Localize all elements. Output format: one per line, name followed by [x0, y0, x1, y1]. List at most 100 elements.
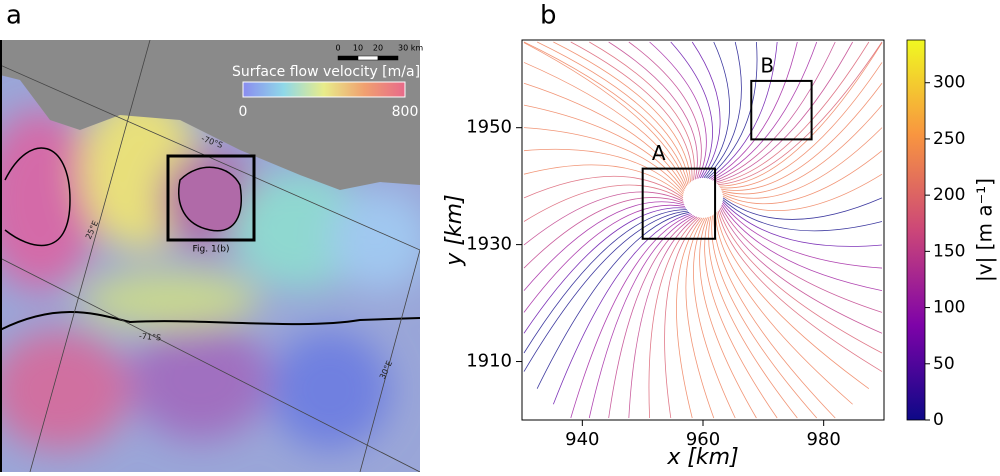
streamline [523, 210, 688, 372]
streamline [552, 213, 691, 405]
streamline [710, 41, 798, 180]
streamline [589, 41, 695, 181]
streamline [721, 202, 883, 269]
streamline [523, 184, 684, 222]
colorbar [242, 81, 406, 98]
streamline [523, 204, 686, 313]
scale-label: 0 [335, 44, 340, 53]
panel-label: b [540, 1, 557, 31]
streamline [708, 216, 798, 419]
scale-bar [357, 55, 379, 61]
streamline [523, 148, 684, 195]
graticule-label: -71°S [139, 332, 162, 343]
streamline [588, 215, 694, 419]
region-label: A [652, 141, 666, 165]
streamline [685, 217, 715, 419]
colorbar [906, 39, 926, 421]
panel-label: a [6, 1, 22, 31]
scale-bar [377, 55, 399, 61]
streamline [720, 62, 883, 189]
streamline [523, 209, 687, 354]
colorbar-tick-label: 50 [933, 354, 955, 374]
inset-label: Fig. 1(b) [193, 245, 230, 255]
scale-label: 30 km [398, 44, 423, 53]
streamline [722, 197, 883, 220]
streamline [523, 82, 686, 190]
streamline [711, 215, 818, 419]
region-box [641, 167, 717, 240]
streamline [707, 41, 758, 179]
streamline [716, 41, 870, 184]
streamline [720, 206, 883, 313]
colorbar-tick-label: 250 [933, 129, 965, 149]
scale-label: 10 [353, 44, 363, 53]
frame [0, 40, 2, 472]
streamline [717, 210, 883, 372]
streamline [523, 104, 685, 192]
streamline [570, 214, 693, 419]
streamline [608, 41, 698, 180]
colorbar-label: |v| [m a⁻¹] [973, 178, 997, 282]
streamline [523, 191, 684, 246]
scale-label: 20 [373, 44, 383, 53]
y-tick-label: 1910 [466, 351, 512, 372]
streamline [523, 207, 686, 334]
x-axis-label: x [km] [666, 445, 738, 470]
streamline [721, 204, 883, 292]
streamline [712, 41, 818, 181]
streamline [691, 41, 721, 179]
scale-bar [337, 55, 359, 61]
streamline [553, 41, 691, 183]
x-tick-label: 960 [686, 429, 720, 450]
streamline [703, 41, 730, 179]
colorbar-tick-label: 0 [933, 410, 944, 430]
y-axis-label: y [km] [442, 194, 467, 266]
streamline [708, 41, 778, 180]
x-tick-label: 980 [806, 429, 840, 450]
streamline [722, 201, 883, 247]
map-image [0, 40, 420, 472]
streamline [608, 215, 696, 419]
streamline [715, 213, 853, 405]
streamline [523, 62, 687, 188]
streamline [716, 212, 870, 389]
streamlines [523, 41, 883, 419]
streamline [722, 199, 883, 232]
colorbar-tick-label: 0 [239, 104, 248, 120]
streamline [676, 217, 703, 419]
streamline [570, 41, 693, 182]
streamline [649, 41, 707, 179]
streamline [523, 164, 684, 197]
streamline [523, 197, 684, 269]
streamline [705, 41, 742, 179]
streamline [718, 41, 883, 186]
streamline [628, 41, 702, 179]
streamline [721, 104, 883, 195]
streamline [704, 216, 778, 419]
streamline [693, 217, 736, 419]
colorbar-tick-label: 300 [933, 73, 965, 93]
streamline [722, 173, 883, 211]
colorbar-tick-label: 200 [933, 185, 965, 205]
streamline [722, 150, 883, 205]
streamline [670, 41, 713, 179]
colorbar-tick-label: 100 [933, 298, 965, 318]
y-tick-label: 1930 [466, 234, 512, 255]
y-tick-label: 1950 [466, 117, 512, 138]
streamline [719, 42, 883, 187]
colorbar-tick-label: 800 [392, 104, 419, 120]
streamline [523, 175, 684, 199]
streamline [648, 217, 699, 419]
region-box [750, 79, 813, 141]
streamline [628, 216, 698, 419]
streamline [720, 83, 883, 191]
streamline [536, 41, 690, 184]
colorbar-tick-label: 150 [933, 241, 965, 261]
streamline [536, 211, 690, 389]
region-label: B [760, 53, 774, 77]
streamline [664, 217, 701, 419]
streamline [523, 41, 689, 185]
x-tick-label: 940 [565, 429, 599, 450]
colorbar-title: Surface flow velocity [m/a] [232, 64, 420, 80]
